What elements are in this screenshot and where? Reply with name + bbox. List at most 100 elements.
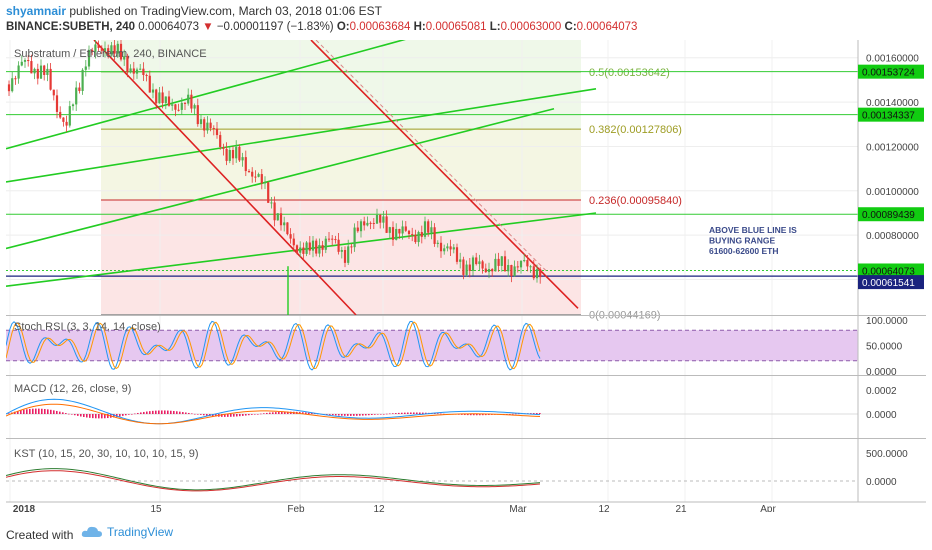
candle-body <box>407 230 411 235</box>
red-dashed-trendline <box>315 39 547 271</box>
macd-histogram-bar <box>197 414 199 415</box>
candle-body <box>391 227 395 240</box>
macd-histogram-bar <box>50 409 52 414</box>
kst-pane[interactable]: KST (10, 15, 20, 30, 10, 10, 10, 15, 9) <box>5 448 858 492</box>
time-tick-label: 12 <box>598 504 610 512</box>
candle-body <box>478 261 481 265</box>
candle-body <box>311 240 315 251</box>
candle-body <box>46 68 49 75</box>
price-tick-label: 0.00100000 <box>866 187 919 198</box>
price-tick-label: 0.00160000 <box>866 54 919 65</box>
price-pane[interactable]: 0.5(0.00153642) 0.382(0.00127806) 0.236(0.… <box>5 37 858 502</box>
chart-area[interactable]: 0.5(0.00153642) 0.382(0.00127806) 0.236(0.… <box>5 37 926 515</box>
brand-link[interactable]: TradingView <box>81 525 173 539</box>
macd-histogram-bar <box>356 414 358 416</box>
macd-histogram-bar <box>479 414 481 416</box>
macd-histogram-bar <box>335 414 337 416</box>
macd-histogram-bar <box>440 413 442 415</box>
macd-histogram-bar <box>227 414 229 417</box>
candle-body <box>510 264 513 277</box>
macd-histogram-bar <box>302 412 304 414</box>
candle-body <box>433 227 436 244</box>
stoch-rsi-pane[interactable]: Stoch RSI (3, 3, 14, 14, close) <box>5 320 858 371</box>
macd-histogram-bar <box>86 414 88 418</box>
candle-body <box>52 89 55 96</box>
macd-histogram-bar <box>278 411 280 414</box>
green-trendline <box>5 88 597 183</box>
candle-body <box>353 227 356 248</box>
high-value: 0.00065081 <box>425 21 487 33</box>
macd-histogram-bar <box>47 409 49 414</box>
macd-histogram-bar <box>485 414 487 416</box>
close-label: C: <box>564 21 577 33</box>
macd-histogram-bar <box>26 409 28 414</box>
candle-body <box>292 238 295 246</box>
candle-body <box>116 43 119 54</box>
candle-body <box>107 48 110 55</box>
macd-histogram-bar <box>143 411 145 414</box>
time-tick-label: 2018 <box>13 504 36 512</box>
candle-body <box>532 266 535 279</box>
candle-body <box>59 111 62 118</box>
candle-body <box>475 257 478 265</box>
ohlc-line: BINANCE:SUBETH, 240 0.00064073 ▼ −0.0000… <box>6 19 637 35</box>
macd-histogram-bar <box>176 411 178 414</box>
candle-body <box>388 227 391 233</box>
candle-body <box>539 269 542 278</box>
macd-histogram-bar <box>65 413 67 414</box>
candle-body <box>36 68 39 79</box>
macd-histogram-bar <box>308 412 310 414</box>
candle-body <box>487 269 491 273</box>
macd-histogram-bar <box>182 412 184 414</box>
candle-body <box>139 68 142 70</box>
macd-histogram-bar <box>137 412 139 414</box>
macd-histogram-bar <box>272 412 274 414</box>
macd-histogram-bar <box>518 413 520 415</box>
candle-body <box>359 221 363 232</box>
high-label: H: <box>413 21 426 33</box>
candle-body <box>17 65 20 79</box>
candle-body <box>68 106 71 126</box>
candle-body <box>81 69 84 91</box>
candle-body <box>235 146 238 159</box>
macd-histogram-bar <box>305 412 307 414</box>
candle-body <box>65 121 68 126</box>
chart-svg[interactable]: 0.5(0.00153642) 0.382(0.00127806) 0.236(0.… <box>5 37 926 515</box>
macd-histogram-bar <box>422 412 424 414</box>
macd-histogram-bar <box>164 410 166 414</box>
candle-body <box>177 109 180 111</box>
candle-body <box>267 182 270 203</box>
candle-body <box>263 182 267 184</box>
candle-body <box>385 216 388 233</box>
candle-body <box>39 65 43 79</box>
candle-body <box>247 171 251 173</box>
symbol-label: BINANCE:SUBETH, 240 <box>6 21 136 33</box>
macd-histogram-bar <box>224 414 226 417</box>
macd-histogram-bar <box>233 414 235 417</box>
candle-body <box>7 84 11 92</box>
macd-histogram-bar <box>206 414 208 416</box>
macd-histogram-bar <box>509 413 511 415</box>
candle-body <box>196 105 199 125</box>
macd-histogram-bar <box>536 412 538 414</box>
candle-body <box>119 43 123 60</box>
candle-body <box>465 264 468 275</box>
author-name[interactable]: shyamnair <box>6 4 67 18</box>
candle-body <box>427 221 430 233</box>
candle-body <box>363 221 366 226</box>
macd-histogram-bar <box>20 410 22 414</box>
macd-histogram-bar <box>416 412 418 414</box>
macd-histogram-bar <box>71 414 73 415</box>
last-price: 0.00064073 <box>138 21 200 33</box>
macd-histogram-bar <box>221 414 223 417</box>
candle-body <box>382 216 385 223</box>
candle-body <box>203 119 206 131</box>
macd-pane[interactable]: MACD (12, 26, close, 9) <box>5 383 858 425</box>
time-tick-label: 21 <box>675 504 687 512</box>
macd-histogram-bar <box>389 413 391 415</box>
macd-histogram-bar <box>53 410 55 414</box>
candle-body <box>513 266 516 277</box>
candle-body <box>395 228 398 240</box>
macd-histogram-bar <box>467 414 469 416</box>
kst-line <box>5 468 541 491</box>
